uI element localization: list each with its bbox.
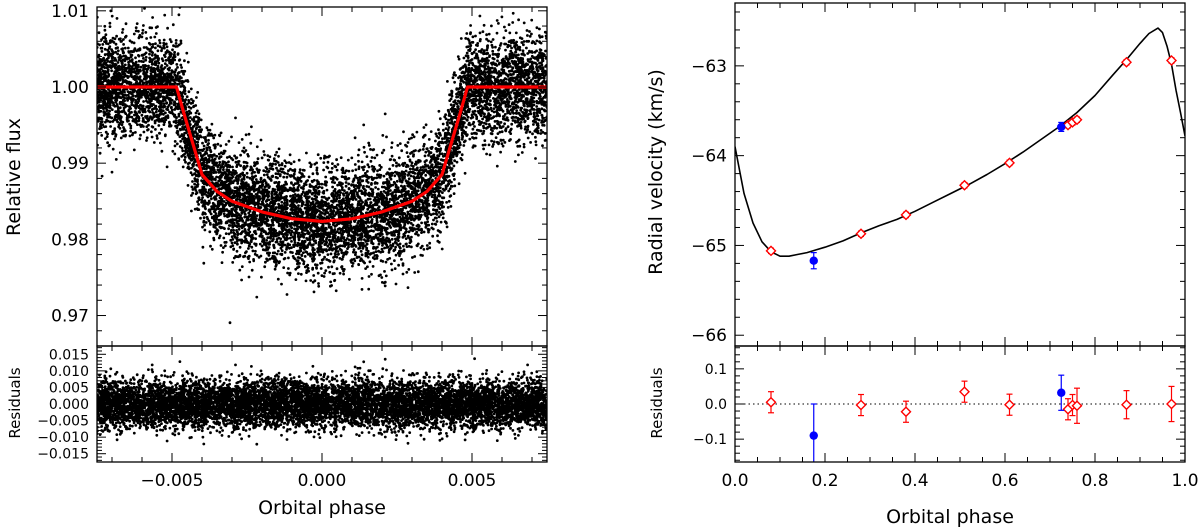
y-tick-label: 0.99 [51,154,89,174]
photometry-points [96,0,549,324]
lightcurve-ylabel: Relative flux [3,118,25,236]
x-tick-label: 1.0 [1171,471,1198,491]
lightcurve-residuals-panel: −0.005 0.000 0.005−0.015−0.010−0.0050.0000… [37,346,548,491]
series-blue [810,122,1066,268]
residual-points [96,357,549,445]
rv-point [1167,56,1176,65]
y-tick-label: −64 [691,147,727,167]
orbit-model-line [735,28,1185,256]
x-tick-label: 0.6 [991,471,1018,491]
rv-point [857,401,866,410]
rv-point [1057,123,1065,131]
y-tick-label: −0.015 [37,447,89,463]
rv-point [960,387,969,396]
y-tick-label: 1.01 [51,2,89,22]
photometry-dots [96,0,549,324]
y-tick-label: 1.00 [51,78,89,98]
x-tick-label: 0.000 [298,471,347,491]
series-blue [810,375,1066,467]
rv-point [1057,389,1065,397]
x-tick-label: 0.2 [811,471,838,491]
rv-point [1005,400,1014,409]
y-tick-label: 0.010 [49,364,89,380]
series-red [767,381,1177,423]
lightcurve-residuals-ylabel: Residuals [6,367,24,438]
rv-point [902,210,911,219]
rv-point [810,256,818,264]
lightcurve-panel: 0.97 0.98 0.99 1.00 1.01 [51,0,548,346]
rv-point [1122,400,1131,409]
y-tick-label: 0.015 [49,347,89,363]
residual-markers [767,375,1177,467]
radial-velocity-panel: −66 −65 −64 −63 [691,3,1185,346]
y-tick-label: −0.005 [37,414,89,430]
radial-velocity-residuals-panel: 0.0 0.2 0.4 0.6 0.8 1.0 −0.1 0.0 0.1 [693,346,1199,491]
plot-frame [735,3,1185,346]
rv-ylabel: Radial velocity (km/s) [645,69,667,275]
x-tick-label: 0.4 [901,471,928,491]
x-tick-label: 0.8 [1081,471,1108,491]
residual-dots [96,357,549,445]
y-tick-label: −66 [691,326,727,346]
y-tick-label: 0.97 [51,307,89,327]
rv-point [1122,58,1131,67]
y-tick-label: −0.010 [37,430,89,446]
y-tick-label: 0.005 [49,380,89,396]
x-tick-label: 0.005 [448,471,497,491]
y-tick-label: 0.98 [51,230,89,250]
plot-frame [97,7,547,346]
lightcurve-xlabel: Orbital phase [258,497,386,519]
rv-point [857,229,866,238]
rv-point [810,431,818,439]
rv-xlabel: Orbital phase [886,506,1014,528]
rv-point [767,398,776,407]
x-tick-label: −0.005 [141,471,204,491]
y-tick-label: −63 [691,57,727,77]
x-tick-label: 0.0 [721,471,748,491]
rv-point [902,407,911,416]
y-tick-label: 0.000 [49,397,89,413]
y-tick-label: −0.1 [693,432,727,448]
y-tick-label: 0.1 [705,362,727,378]
y-tick-label: −65 [691,236,727,256]
y-tick-label: 0.0 [705,397,727,413]
rv-point [1167,400,1176,409]
series-red [767,56,1177,255]
rv-residuals-ylabel: Residuals [648,367,666,438]
